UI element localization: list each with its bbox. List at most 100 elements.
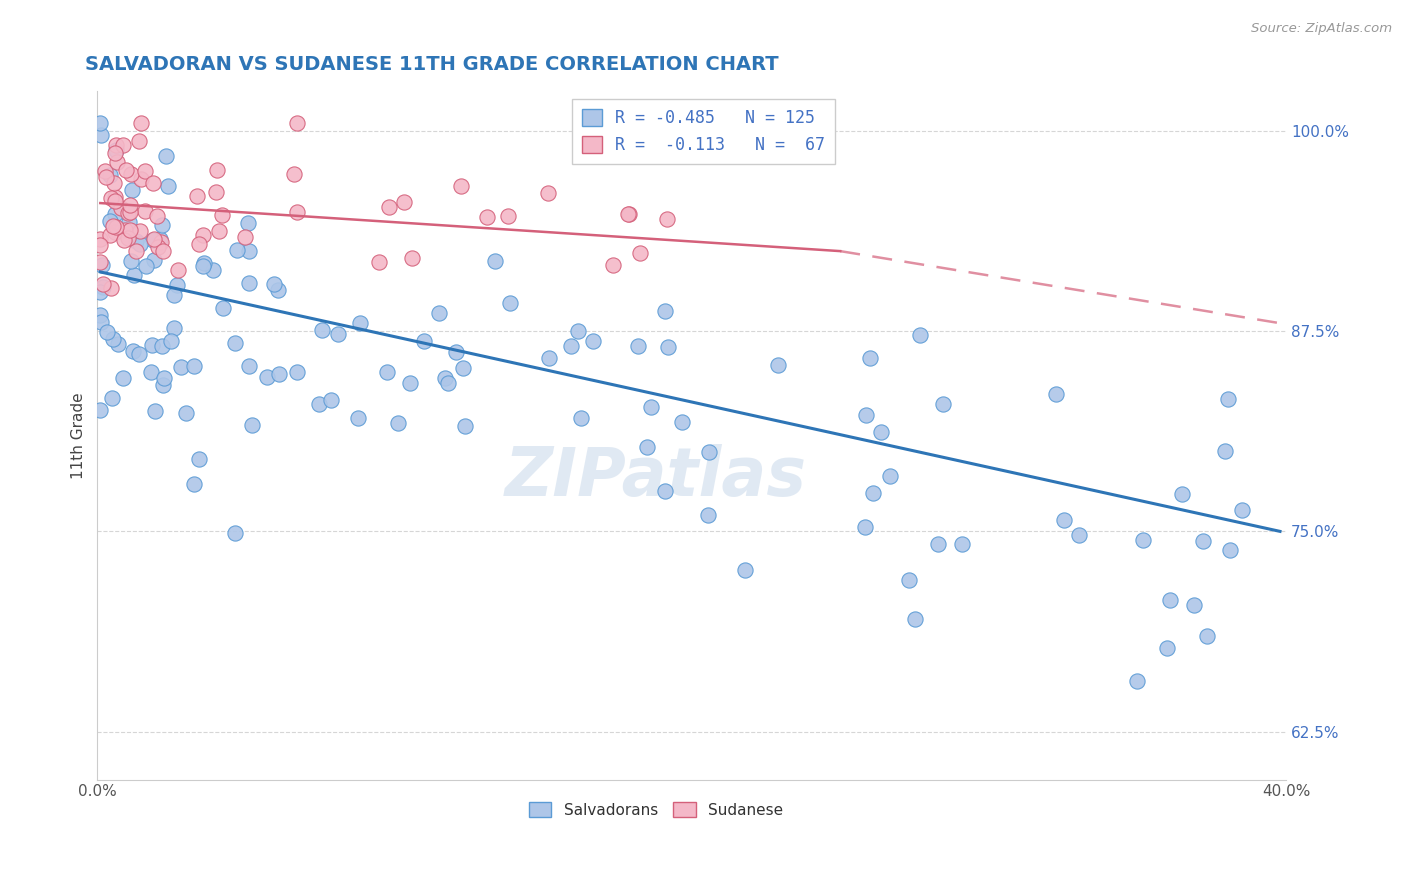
Point xyxy=(89,285,111,299)
Point xyxy=(152,244,174,258)
Point xyxy=(858,351,880,366)
Point xyxy=(1067,527,1090,541)
Point xyxy=(368,255,391,269)
Point xyxy=(238,276,260,290)
Point xyxy=(655,212,678,227)
Point xyxy=(100,191,122,205)
Point xyxy=(96,169,118,184)
Point xyxy=(89,237,111,252)
Point xyxy=(150,339,173,353)
Point xyxy=(1213,444,1236,458)
Point xyxy=(654,303,676,318)
Point xyxy=(163,321,186,335)
Point xyxy=(1132,533,1154,548)
Point xyxy=(93,163,115,178)
Point xyxy=(101,392,124,406)
Point xyxy=(211,208,233,222)
Point xyxy=(862,486,884,500)
Point xyxy=(538,351,561,365)
Point xyxy=(654,484,676,499)
Point xyxy=(103,177,125,191)
Point xyxy=(146,209,169,223)
Point xyxy=(149,232,172,246)
Point xyxy=(163,287,186,301)
Point xyxy=(142,176,165,190)
Point xyxy=(224,526,246,541)
Point xyxy=(1230,503,1253,517)
Point xyxy=(285,365,308,379)
Point xyxy=(394,195,416,210)
Point xyxy=(657,340,679,354)
Point xyxy=(238,244,260,259)
Point xyxy=(118,223,141,237)
Text: SALVADORAN VS SUDANESE 11TH GRADE CORRELATION CHART: SALVADORAN VS SUDANESE 11TH GRADE CORREL… xyxy=(86,55,779,74)
Point xyxy=(931,397,953,411)
Point xyxy=(496,209,519,223)
Point xyxy=(174,406,197,420)
Point xyxy=(122,344,145,359)
Point xyxy=(120,205,142,219)
Point xyxy=(117,206,139,220)
Point xyxy=(104,207,127,221)
Point xyxy=(111,137,134,152)
Point xyxy=(267,367,290,381)
Point xyxy=(183,359,205,373)
Point xyxy=(1218,392,1240,407)
Point xyxy=(129,171,152,186)
Point xyxy=(1159,592,1181,607)
Point xyxy=(112,371,135,385)
Point xyxy=(91,277,114,291)
Point xyxy=(124,268,146,282)
Point xyxy=(143,232,166,246)
Point xyxy=(149,235,172,249)
Point xyxy=(567,324,589,338)
Point xyxy=(454,419,477,434)
Point xyxy=(267,283,290,297)
Point xyxy=(434,371,457,385)
Point xyxy=(285,116,308,130)
Point xyxy=(125,235,148,249)
Point xyxy=(908,328,931,343)
Point xyxy=(627,339,650,353)
Point xyxy=(256,369,278,384)
Point xyxy=(186,189,208,203)
Point xyxy=(1197,629,1219,643)
Point xyxy=(375,365,398,379)
Point xyxy=(897,573,920,587)
Point xyxy=(311,323,333,337)
Point xyxy=(378,200,401,214)
Point xyxy=(159,334,181,348)
Point xyxy=(285,204,308,219)
Point xyxy=(413,334,436,348)
Point xyxy=(128,347,150,361)
Point xyxy=(205,186,228,200)
Point xyxy=(143,404,166,418)
Point xyxy=(630,245,652,260)
Point xyxy=(1191,534,1213,549)
Point xyxy=(349,316,371,330)
Point xyxy=(233,230,256,244)
Point xyxy=(734,563,756,577)
Point xyxy=(537,186,560,200)
Point xyxy=(146,240,169,254)
Point xyxy=(104,144,127,158)
Point xyxy=(118,215,141,229)
Point xyxy=(104,225,127,239)
Point xyxy=(853,520,876,534)
Point xyxy=(134,164,156,178)
Point xyxy=(1171,487,1194,501)
Point xyxy=(212,301,235,316)
Point xyxy=(152,371,174,385)
Text: Source: ZipAtlas.com: Source: ZipAtlas.com xyxy=(1251,22,1392,36)
Point xyxy=(617,207,640,221)
Point xyxy=(89,254,111,268)
Point xyxy=(105,155,128,169)
Text: ZIPatlas: ZIPatlas xyxy=(505,443,807,509)
Point xyxy=(118,198,141,212)
Point xyxy=(236,216,259,230)
Point xyxy=(129,224,152,238)
Point xyxy=(142,252,165,267)
Point xyxy=(952,537,974,551)
Point xyxy=(117,231,139,245)
Point xyxy=(427,306,450,320)
